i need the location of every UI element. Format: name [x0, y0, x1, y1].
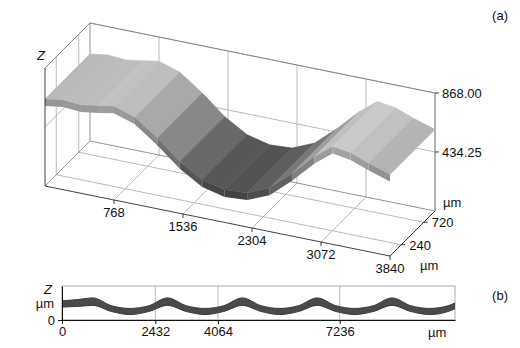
surface-edge [368, 163, 390, 181]
panel-label: (a) [492, 8, 508, 23]
y-tick [401, 244, 405, 245]
grid-line [62, 320, 455, 321]
surface [45, 54, 435, 200]
surface-edge [202, 180, 224, 197]
x-tick-label: 3072 [307, 247, 336, 262]
grid-line [339, 286, 340, 320]
z-tick-label: 434.25 [442, 145, 482, 160]
tick: 0 [59, 320, 66, 339]
profile-line [62, 305, 455, 314]
surface-patch [368, 118, 435, 174]
figure: 768 1536 2304 3072 3840 240720 434.25 868.00 µm µ… [0, 0, 520, 348]
grid-line [62, 286, 63, 320]
x-axis-label: µm [420, 258, 438, 273]
chart-container: 768 1536 2304 3072 3840 240720 434.25 868.00 µm µ… [0, 0, 520, 348]
surface-edge [247, 188, 269, 200]
x-axis-line [45, 186, 390, 256]
surface-edge [270, 174, 292, 196]
surface-edge [63, 100, 81, 112]
tick: 7236 [326, 320, 355, 339]
tick: 0 [48, 313, 62, 328]
panel-label: (b) [492, 288, 508, 303]
z-tick-label: 868.00 [442, 86, 482, 101]
x-tick [114, 200, 115, 204]
surface-edge [180, 162, 202, 187]
x-axis: 0 2432 4064 7236 [59, 320, 456, 339]
surface-edge [114, 106, 135, 124]
surface-edge [333, 146, 351, 159]
profile-line [62, 298, 455, 309]
grid-line [321, 197, 366, 242]
surface-edge [315, 146, 333, 163]
y-axis-line [390, 211, 435, 256]
y-axis-unit: µm [36, 296, 54, 311]
surface-edge [81, 105, 99, 113]
axes: 768 1536 2304 3072 3840 240720 434.25 868.00 [45, 68, 482, 276]
z-axis-label: Z [36, 48, 46, 63]
grid [45, 23, 435, 256]
surface-edge [45, 99, 63, 107]
x-tick [321, 242, 322, 246]
x-tick [183, 214, 184, 218]
axis-line [63, 320, 456, 321]
x-axis-label: µm [428, 325, 446, 340]
x-tick-label: 1536 [169, 219, 198, 234]
y-tick [424, 222, 428, 223]
x-tick-label: 2304 [238, 233, 267, 248]
surface-edge [350, 153, 368, 171]
tick-label: 2432 [141, 324, 170, 339]
grid [62, 286, 455, 320]
tick-label: 0 [48, 313, 55, 328]
plot-area [62, 298, 455, 315]
surface-edge [225, 190, 247, 200]
grid-line [217, 286, 218, 320]
z-tick [435, 151, 439, 152]
tick: 2432 [141, 320, 170, 339]
z-tick [435, 93, 439, 94]
surface-edge [99, 106, 114, 113]
y-axis-label: µm [443, 195, 461, 210]
plot-frame [62, 286, 455, 320]
profile-band [62, 298, 455, 315]
frame-edge [45, 141, 90, 186]
grid-line [390, 211, 435, 256]
tick-label: 7236 [326, 324, 355, 339]
surface-patch [270, 129, 337, 188]
y-axis-label: Z [43, 282, 53, 297]
surface-edge [292, 156, 314, 180]
axis-line [62, 287, 63, 321]
y-tick-label: 720 [432, 215, 454, 230]
tick-mark [58, 320, 62, 321]
y-tick-label: 240 [409, 238, 431, 253]
x-tick [390, 256, 391, 260]
x-tick-label: 768 [103, 205, 125, 220]
x-tick-label: 3840 [376, 261, 405, 276]
z-axis-line [45, 68, 46, 186]
tick-label: 0 [59, 324, 66, 339]
surface-edge [135, 117, 157, 145]
panel-a: 768 1536 2304 3072 3840 240720 434.25 868.00 µm µ… [36, 8, 508, 276]
frame [45, 23, 435, 211]
tick: 4064 [204, 320, 233, 339]
x-tick [252, 228, 253, 232]
tick-label: 4064 [204, 324, 233, 339]
panel-b: 02432406472360µmZµm(b) [36, 282, 508, 340]
surface-edge [157, 138, 179, 169]
grid-line [114, 155, 159, 200]
